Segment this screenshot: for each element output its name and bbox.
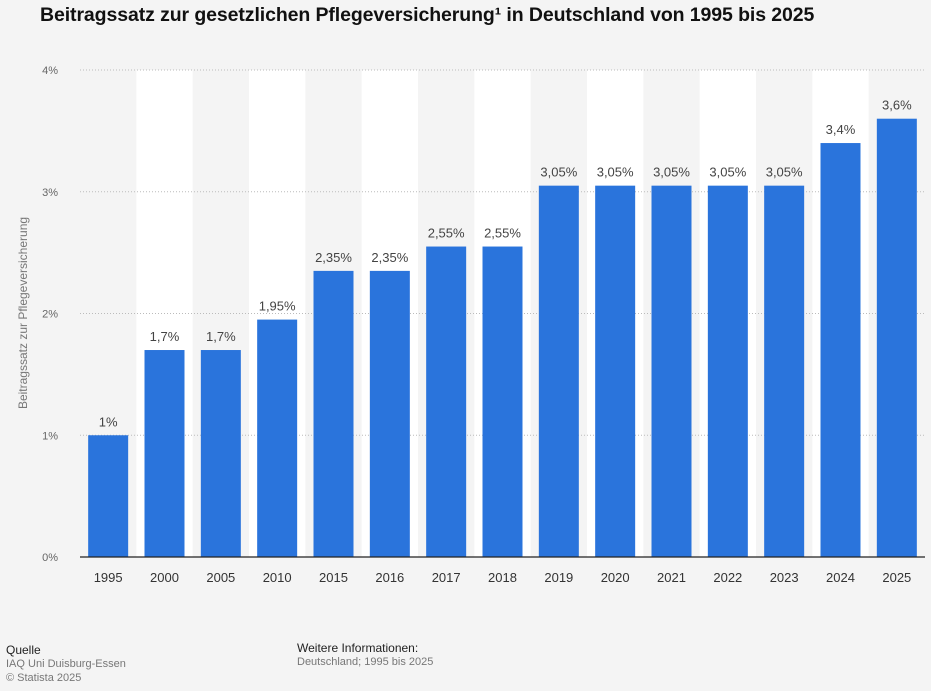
value-label: 2,35% (315, 250, 352, 265)
source-block: Quelle IAQ Uni Duisburg-Essen © Statista… (6, 643, 126, 685)
value-label: 3,05% (766, 165, 803, 180)
x-tick-label: 2020 (601, 570, 630, 585)
bar-2000 (144, 350, 185, 557)
value-label: 3,05% (597, 165, 634, 180)
bar-2025 (876, 118, 917, 557)
bar-1995 (88, 435, 129, 557)
value-label: 3,6% (882, 98, 912, 113)
y-tick-label: 3% (42, 187, 58, 199)
bar-2016 (369, 270, 410, 557)
value-label: 3,4% (826, 122, 856, 137)
bar-2017 (426, 246, 467, 557)
x-tick-label: 2015 (319, 570, 348, 585)
x-tick-label: 2022 (713, 570, 742, 585)
info-text: Deutschland; 1995 bis 2025 (297, 656, 434, 668)
x-axis-ticks: 1995 2000 2005 2010 2015 2016 2017 2018 2019 2020… (94, 570, 912, 585)
y-axis-label: Beitragssatz zur Pflegeversicherung (16, 217, 30, 409)
bar-2019 (538, 185, 579, 557)
source-heading: Quelle (6, 643, 41, 657)
bar-2010 (257, 319, 298, 557)
value-label: 1,7% (150, 329, 180, 344)
bars (88, 118, 917, 558)
x-tick-label: 2021 (657, 570, 686, 585)
value-label: 2,55% (428, 226, 465, 241)
y-tick-label: 0% (42, 552, 58, 564)
value-label: 3,05% (540, 165, 577, 180)
bar-2024 (820, 143, 861, 558)
x-tick-label: 2025 (882, 570, 911, 585)
bar-2015 (313, 270, 354, 557)
bar-2018 (482, 246, 523, 557)
info-heading: Weitere Informationen: (297, 641, 419, 655)
x-tick-label: 2023 (770, 570, 799, 585)
x-tick-label: 2000 (150, 570, 179, 585)
bar-2005 (200, 350, 241, 557)
x-tick-label: 2005 (206, 570, 235, 585)
x-tick-label: 2010 (263, 570, 292, 585)
bar-2021 (651, 185, 692, 557)
y-tick-label: 2% (42, 309, 58, 321)
bar-2020 (595, 185, 636, 557)
info-block: Weitere Informationen: Deutschland; 1995… (297, 641, 433, 669)
x-tick-label: 2017 (432, 570, 461, 585)
y-tick-label: 4% (42, 65, 58, 77)
value-labels: 1% 1,7% 1,7% 1,95% 2,35% 2,35% 2,55% 2,55% 3,05%… (99, 98, 912, 430)
x-tick-label: 2016 (375, 570, 404, 585)
copyright: © Statista 2025 (6, 672, 82, 684)
source-name[interactable]: IAQ Uni Duisburg-Essen (6, 658, 126, 670)
x-tick-label: 2019 (544, 570, 573, 585)
bar-2023 (764, 185, 805, 557)
value-label: 3,05% (709, 165, 746, 180)
y-tick-label: 1% (42, 430, 58, 442)
x-tick-label: 1995 (94, 570, 123, 585)
value-label: 3,05% (653, 165, 690, 180)
value-label: 1,7% (206, 329, 236, 344)
x-tick-label: 2024 (826, 570, 855, 585)
chart-title: Beitragssatz zur gesetzlichen Pflegevers… (40, 4, 815, 26)
value-label: 2,35% (371, 250, 408, 265)
x-tick-label: 2018 (488, 570, 517, 585)
value-label: 2,55% (484, 226, 521, 241)
bar-2022 (707, 185, 748, 557)
bar-chart: 0% 1% 2% 3% 4% Beitragssatz zur Pflegeversic… (16, 65, 925, 585)
y-axis-ticks: 0% 1% 2% 3% 4% (42, 65, 58, 564)
value-label: 1,95% (259, 299, 296, 314)
value-label: 1% (99, 414, 118, 429)
